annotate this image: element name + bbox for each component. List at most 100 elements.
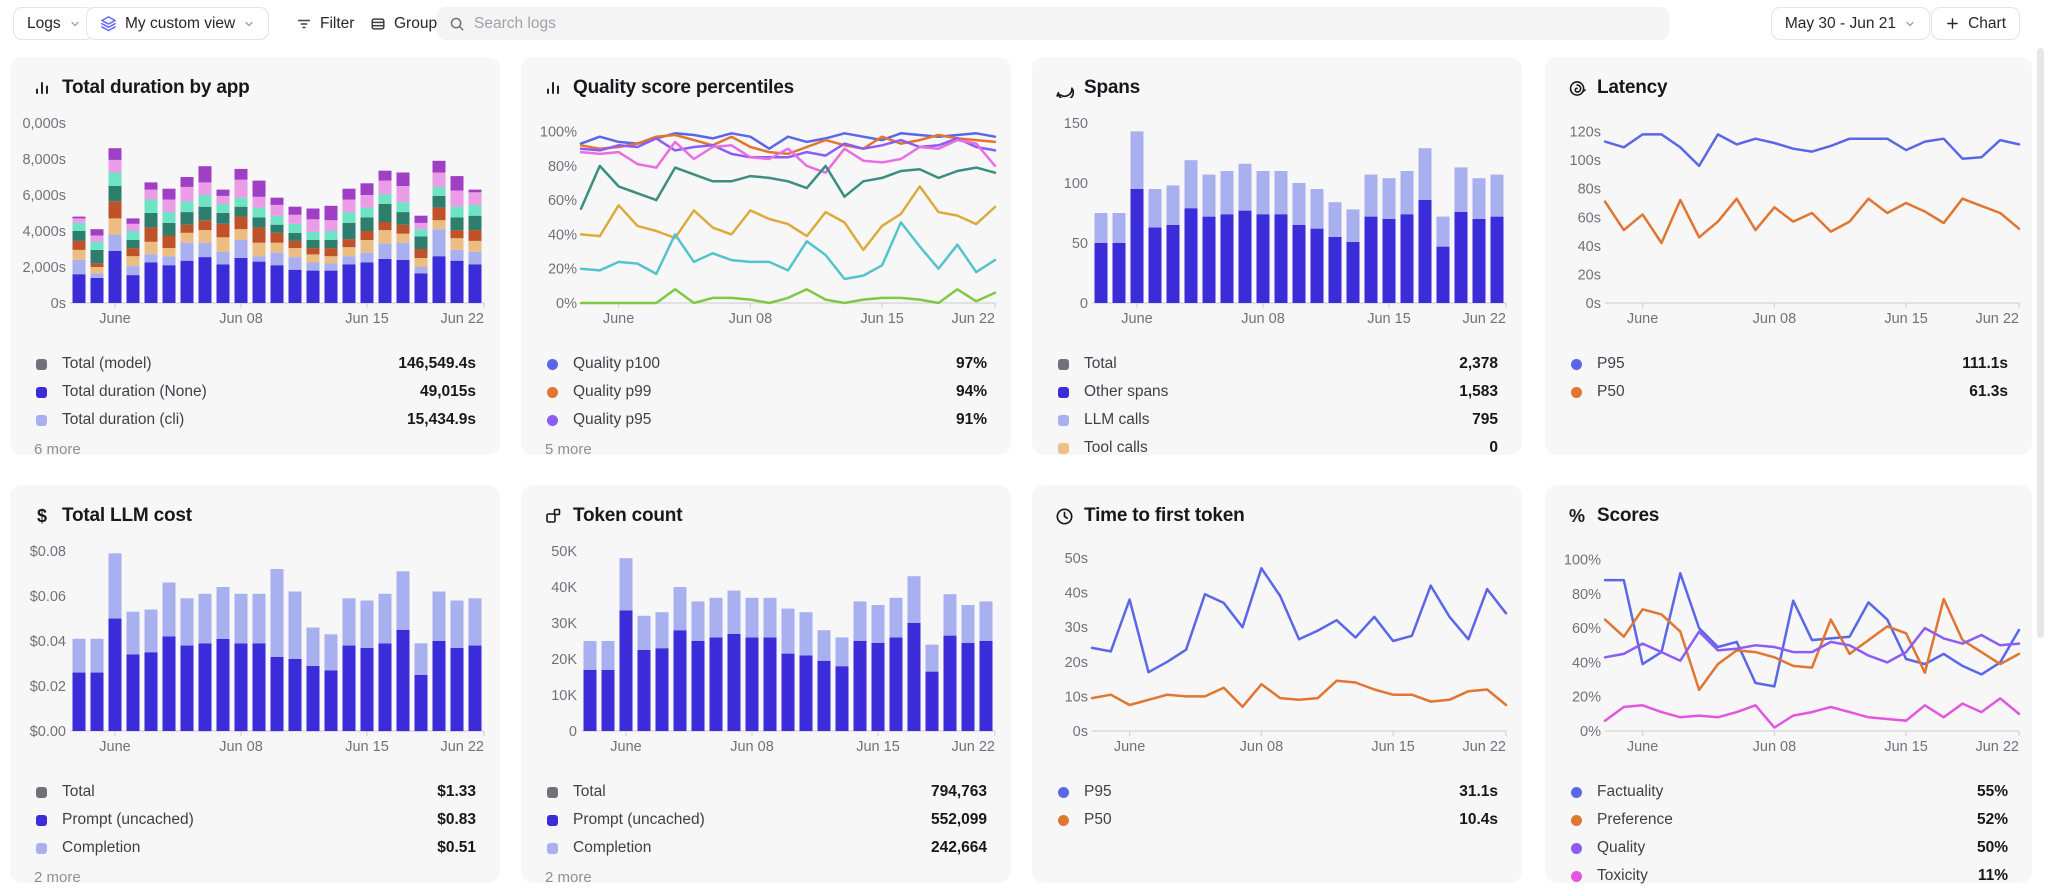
legend-more-link[interactable]: 5 more <box>545 441 592 458</box>
legend-label: Quality p95 <box>573 411 652 428</box>
y-tick-label: 20K <box>551 652 577 668</box>
chart-canvas[interactable]: 0% 20% 40% 60% 80% 100% June Jun 08 Jun 15 Jun 22 <box>533 109 1003 331</box>
chart-canvas[interactable]: 0s 2,000s 4,000s 6,000s 8,000s 10,000s June Jun… <box>14 109 492 331</box>
dollar-icon: $ <box>36 505 47 526</box>
legend-value: 55% <box>1976 783 2008 800</box>
chart-area[interactable]: $0.00 $0.02 $0.04 $0.06 $0.08 June Jun 08 Jun 1… <box>22 537 500 764</box>
x-tick-label: Jun 15 <box>345 739 389 755</box>
y-tick-label: 8,000s <box>22 152 66 168</box>
legend-row: P95 111.1s <box>1545 350 2032 378</box>
chart-legend: Total 794,763 Prompt (uncached) 552,099 Comp… <box>521 778 1011 862</box>
legend-marker <box>547 414 558 426</box>
legend-row: Total 2,378 <box>1032 350 1522 378</box>
bar-series <box>1094 131 1504 247</box>
chart-canvas[interactable]: 0s 10s 20s 30s 40s 50s June Jun 08 Jun 15 Jun 22 <box>1044 537 1514 759</box>
bar-series <box>583 558 993 672</box>
chart-canvas[interactable]: 0% 20% 40% 60% 80% 100% June Jun 08 Jun 15 Jun 22 <box>1557 537 2027 759</box>
filter-button[interactable]: Filter <box>288 7 362 40</box>
legend-value: 91% <box>955 411 987 428</box>
chart-area[interactable]: 0 50 100 150 June Jun 08 Jun 15 Jun 22 <box>1044 109 1522 336</box>
y-tick-label: 60% <box>548 193 577 209</box>
chart-card-title: Scores <box>1597 505 1660 526</box>
line-series <box>579 185 997 252</box>
legend-marker <box>547 786 558 798</box>
filter-label: Filter <box>320 14 355 32</box>
legend-label: P95 <box>1084 783 1112 800</box>
x-tick-label: Jun 15 <box>1884 739 1928 755</box>
legend-value: 52% <box>1976 811 2008 828</box>
chart-canvas[interactable]: $0.00 $0.02 $0.04 $0.06 $0.08 June Jun 08 Jun 1… <box>22 537 492 759</box>
chart-card-header: Token count <box>521 485 1011 529</box>
group-button[interactable]: Group <box>362 7 445 40</box>
legend-label: Total <box>573 783 606 800</box>
y-tick-label: 50s <box>1065 551 1088 567</box>
legend-row: LLM calls 795 <box>1032 406 1522 434</box>
chart-card-title: Token count <box>573 505 683 526</box>
legend-label: P95 <box>1597 355 1625 372</box>
chart-area[interactable]: 0s 20s 40s 60s 80s 100s 120s June Jun 08 Jun 15 Ju… <box>1557 109 2032 336</box>
vertical-scrollbar[interactable] <box>2037 48 2044 638</box>
logs-dropdown[interactable]: Logs <box>13 7 95 40</box>
x-tick-label: June <box>1627 311 1658 327</box>
chart-card-header: Quality score percentiles <box>521 57 1011 101</box>
y-tick-label: 40s <box>1578 239 1601 255</box>
legend-label: Other spans <box>1084 383 1169 400</box>
legend-row: Prompt (uncached) 552,099 <box>521 806 1011 834</box>
legend-value: 1,583 <box>1459 383 1498 400</box>
y-tick-label: 10K <box>551 688 577 704</box>
line-series <box>579 164 997 210</box>
legend-more-link[interactable]: 2 more <box>545 869 592 886</box>
bar-series <box>72 148 482 236</box>
legend-marker <box>1571 842 1582 854</box>
legend-more-link[interactable]: 6 more <box>34 441 81 458</box>
custom-view-dropdown[interactable]: My custom view <box>86 7 270 40</box>
chart-canvas[interactable]: 0s 20s 40s 60s 80s 100s 120s June Jun 08 Jun 15 Ju… <box>1557 109 2027 331</box>
y-tick-label: 0% <box>556 296 577 312</box>
y-tick-label: 0s <box>1073 724 1088 740</box>
line-series <box>579 133 997 156</box>
x-tick-label: Jun 08 <box>729 311 773 327</box>
legend-marker <box>36 842 47 854</box>
chart-card: Latency 0s 20s 40s 60s 80s 100s 120s June Jun 08… <box>1545 57 2032 455</box>
legend-row: Factuality 55% <box>1545 778 2032 806</box>
chart-canvas[interactable]: 0 50 100 150 June Jun 08 Jun 15 Jun 22 <box>1044 109 1514 331</box>
legend-row: Total $1.33 <box>10 778 500 806</box>
y-tick-label: 0s <box>1586 296 1601 312</box>
chart-legend: Factuality 55% Preference 52% Quality 50% Toxi… <box>1545 778 2032 890</box>
legend-more-link[interactable]: 2 more <box>34 869 81 886</box>
legend-row: Preference 52% <box>1545 806 2032 834</box>
chart-area[interactable]: 0% 20% 40% 60% 80% 100% June Jun 08 Jun 15 Jun 22 <box>1557 537 2032 764</box>
legend-marker <box>1571 386 1582 398</box>
chart-area[interactable]: 0% 20% 40% 60% 80% 100% June Jun 08 Jun 15 Jun 22 <box>533 109 1011 336</box>
chart-canvas[interactable]: 0 10K 20K 30K 40K 50K June Jun 08 Jun 15 Jun 22 <box>533 537 1003 759</box>
line-series <box>1603 133 2021 168</box>
chart-area[interactable]: 0s 10s 20s 30s 40s 50s June Jun 08 Jun 15 Jun 22 <box>1044 537 1522 764</box>
legend-value: $1.33 <box>437 783 476 800</box>
date-range-picker[interactable]: May 30 - Jun 21 <box>1770 7 1930 40</box>
chart-area[interactable]: 0s 2,000s 4,000s 6,000s 8,000s 10,000s June Jun… <box>14 109 500 336</box>
y-tick-label: 6,000s <box>22 188 66 204</box>
search-input[interactable] <box>474 14 1657 33</box>
legend-value: 97% <box>955 355 987 372</box>
y-tick-label: 20s <box>1065 655 1088 671</box>
chart-card: Quality score percentiles 0% 20% 40% 60% 80%… <box>521 57 1011 458</box>
x-tick-label: Jun 08 <box>1753 739 1797 755</box>
add-chart-button[interactable]: Chart <box>1931 7 2020 40</box>
legend-value: 61.3s <box>1969 383 2008 400</box>
x-tick-label: Jun 15 <box>1371 739 1415 755</box>
bar-series <box>72 553 482 675</box>
y-tick-label: 0% <box>1580 724 1601 740</box>
chart-card-title: Total LLM cost <box>62 505 192 526</box>
x-tick-label: Jun 08 <box>730 739 774 755</box>
logs-dropdown-label: Logs <box>27 14 61 32</box>
legend-label: Total (model) <box>62 355 152 372</box>
chart-area[interactable]: 0 10K 20K 30K 40K 50K June Jun 08 Jun 15 Jun 22 <box>533 537 1011 764</box>
y-tick-label: 10,000s <box>22 116 66 132</box>
legend-row: P95 31.1s <box>1032 778 1522 806</box>
chart-card-header: Spans <box>1032 57 1522 101</box>
legend-marker <box>36 414 47 426</box>
x-tick-label: Jun 22 <box>440 311 484 327</box>
chart-legend: Total 2,378 Other spans 1,583 LLM calls 795 To… <box>1032 350 1522 462</box>
legend-value: 94% <box>955 383 987 400</box>
y-tick-label: 40s <box>1065 586 1088 602</box>
